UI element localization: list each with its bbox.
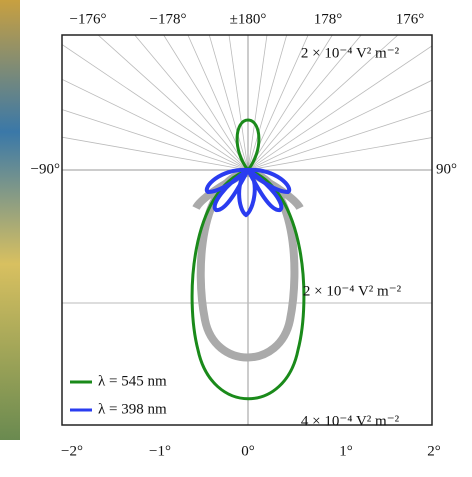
scale-annotation: 2 × 10⁻⁴ V² m⁻² xyxy=(303,283,402,299)
top-tick: −178° xyxy=(150,11,187,27)
image-strip xyxy=(0,0,20,440)
radial-line xyxy=(62,136,249,170)
radial-line xyxy=(247,35,333,170)
bottom-tick: −1° xyxy=(149,443,171,459)
green-lobe xyxy=(190,118,306,401)
bottom-tick: 0° xyxy=(241,443,255,459)
scale-annotation: 2 × 10⁻⁴ V² m⁻² xyxy=(301,45,400,61)
radial-line xyxy=(62,78,249,170)
radial-line xyxy=(247,35,268,170)
radial-line xyxy=(247,45,432,170)
legend-label: λ = 398 nm xyxy=(98,401,167,417)
radial-line xyxy=(247,35,309,170)
radial-line xyxy=(97,35,249,170)
radial-line xyxy=(134,35,249,170)
top-tick: 178° xyxy=(314,11,343,27)
radial-line xyxy=(62,109,249,170)
radial-line xyxy=(247,137,432,170)
radial-line xyxy=(247,35,362,170)
scale-annotation: 4 × 10⁻⁴ V² m⁻² xyxy=(301,413,400,429)
side-tick: −90° xyxy=(31,161,60,177)
blue-lobe xyxy=(204,167,292,218)
bottom-tick: 2° xyxy=(427,443,441,459)
bottom-tick: −2° xyxy=(61,443,83,459)
side-tick: 90° xyxy=(436,161,457,177)
top-tick: −176° xyxy=(70,11,107,27)
radial-line xyxy=(247,35,288,170)
radial-line xyxy=(247,79,432,170)
radial-line xyxy=(62,44,249,170)
top-tick: ±180° xyxy=(230,11,267,27)
bottom-tick: 1° xyxy=(339,443,353,459)
radial-line xyxy=(208,35,249,170)
legend-label: λ = 545 nm xyxy=(98,373,167,389)
radial-line xyxy=(247,35,399,170)
radial-line xyxy=(163,35,249,170)
radial-line xyxy=(187,35,249,170)
radial-line xyxy=(228,35,249,170)
gray-lobe xyxy=(196,167,299,362)
plot-frame xyxy=(61,34,433,426)
radial-line xyxy=(247,109,432,170)
top-tick: 176° xyxy=(396,11,425,27)
